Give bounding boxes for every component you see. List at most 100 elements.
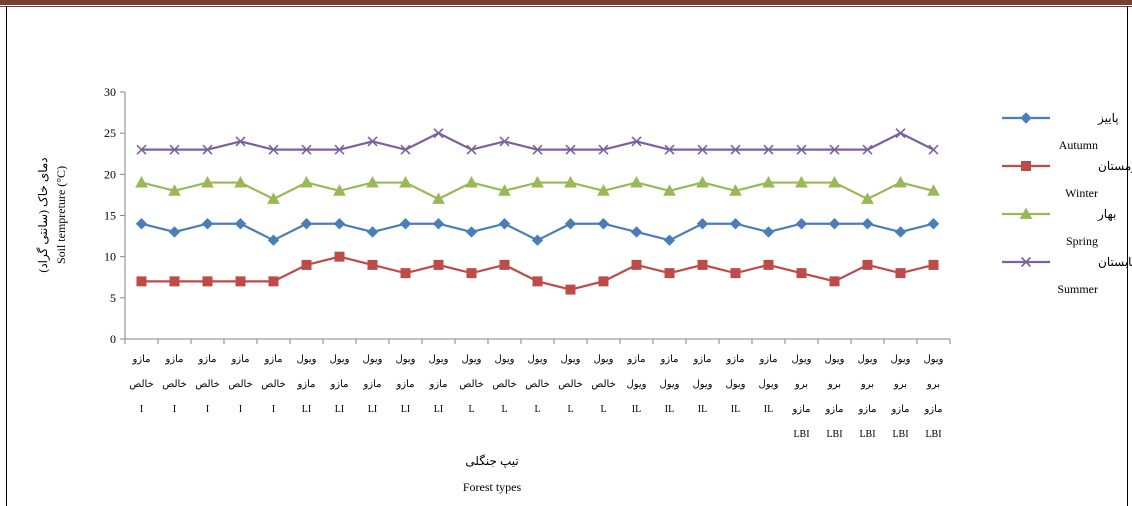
data-point <box>268 144 279 155</box>
x-category-label: مازو <box>626 354 645 365</box>
data-point <box>861 218 874 230</box>
x-category-label: خالص <box>459 379 484 390</box>
data-point <box>663 234 676 246</box>
x-category-label: ویول <box>329 354 349 365</box>
x-axis-title-fa: تیپ جنگلی <box>465 454 518 468</box>
data-point <box>432 192 445 204</box>
x-category-label: مازو <box>131 354 150 365</box>
x-category-label: مازو <box>890 404 909 415</box>
x-category-label: خالص <box>591 379 616 390</box>
x-category-label: مازو <box>362 379 381 390</box>
x-category-label: مازو <box>857 404 876 415</box>
data-point <box>564 176 577 188</box>
data-point <box>729 218 742 230</box>
x-category-label: IL <box>764 404 773 415</box>
x-category-label: مازو <box>329 379 348 390</box>
data-point <box>334 251 345 262</box>
data-point <box>235 276 246 287</box>
x-category-label: L <box>501 404 507 415</box>
legend-label-fa: تابستان <box>1098 255 1132 269</box>
x-category-label: برو <box>827 379 841 390</box>
x-category-label: ویول <box>461 354 481 365</box>
x-category-label: مازو <box>164 354 183 365</box>
legend-label-en: Spring <box>1066 234 1098 248</box>
data-point <box>697 259 708 270</box>
legend-marker <box>1020 256 1032 268</box>
x-category-label: IL <box>698 404 707 415</box>
data-point <box>697 144 708 155</box>
data-point <box>400 144 411 155</box>
legend: پاییزAutumnزمستانWinterبهارSpringتابستان… <box>1002 111 1132 296</box>
legend-label-fa: بهار <box>1097 207 1116 221</box>
data-point <box>663 184 676 196</box>
data-point <box>795 218 808 230</box>
data-point <box>664 144 675 155</box>
data-point <box>894 176 907 188</box>
data-point <box>399 176 412 188</box>
data-point <box>796 268 807 279</box>
data-point <box>730 144 741 155</box>
x-category-label: LI <box>335 404 344 415</box>
data-point <box>433 128 444 139</box>
x-category-label: مازو <box>659 354 678 365</box>
x-category-label: L <box>534 404 540 415</box>
x-category-label: LBI <box>892 429 908 440</box>
page-top-border-thin <box>0 6 1132 7</box>
data-point <box>730 268 741 279</box>
series-summer <box>136 128 939 155</box>
x-category-label: IL <box>731 404 740 415</box>
series-lines <box>135 128 940 295</box>
x-category-label: ویول <box>791 354 811 365</box>
data-point <box>927 218 940 230</box>
data-point <box>136 144 147 155</box>
data-point <box>169 276 180 287</box>
x-category-label: ویول <box>857 354 877 365</box>
x-category-label: ویول <box>626 379 646 390</box>
x-category-label: ویول <box>593 354 613 365</box>
x-category-label: LBI <box>859 429 875 440</box>
y-axis-title-fa: دمای خاک (سانتی گراد) <box>36 157 50 272</box>
legend-label-en: Summer <box>1057 282 1098 296</box>
x-category-label: مازو <box>428 379 447 390</box>
data-point <box>333 218 346 230</box>
data-point <box>829 276 840 287</box>
data-point <box>433 259 444 270</box>
data-point <box>895 128 906 139</box>
data-point <box>862 144 873 155</box>
x-category-label: I <box>173 404 176 415</box>
data-point <box>565 284 576 295</box>
x-category-label: مازو <box>791 404 810 415</box>
data-point <box>366 176 379 188</box>
x-category-label: I <box>206 404 209 415</box>
legend-label-en: Autumn <box>1059 138 1098 152</box>
x-category-label: مازو <box>230 354 249 365</box>
x-category-label: I <box>272 404 275 415</box>
x-category-label: خالص <box>228 379 253 390</box>
data-point <box>334 144 345 155</box>
data-point <box>631 136 642 147</box>
data-point <box>234 218 247 230</box>
data-point <box>630 226 643 238</box>
data-point <box>300 218 313 230</box>
data-point <box>532 144 543 155</box>
data-point <box>366 226 379 238</box>
x-category-label: خالص <box>195 379 220 390</box>
y-tick-label: 30 <box>104 85 116 99</box>
x-category-label: LI <box>434 404 443 415</box>
data-point <box>267 234 280 246</box>
data-point <box>564 218 577 230</box>
x-category-label: ویول <box>824 354 844 365</box>
y-tick-label: 0 <box>110 332 116 346</box>
x-category-label: برو <box>794 379 808 390</box>
data-point <box>301 144 312 155</box>
x-category-label: خالص <box>261 379 286 390</box>
data-point <box>367 136 378 147</box>
legend-item-winter: زمستانWinter <box>1002 159 1132 200</box>
y-tick-label: 5 <box>110 291 116 305</box>
data-point <box>498 184 511 196</box>
data-point <box>400 268 411 279</box>
data-point <box>598 276 609 287</box>
series-autumn <box>135 218 940 246</box>
x-category-label: LI <box>401 404 410 415</box>
x-category-label: خالص <box>558 379 583 390</box>
